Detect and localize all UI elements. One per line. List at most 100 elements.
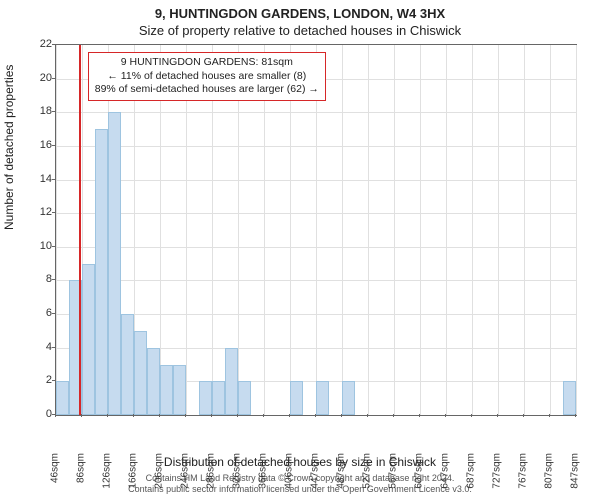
ytick-label: 12: [22, 206, 52, 218]
xtick-label: 767sqm: [518, 453, 529, 489]
xtick-mark: [393, 414, 394, 417]
gridline-v: [394, 45, 395, 415]
xtick-mark: [185, 414, 186, 417]
xtick-mark: [367, 414, 368, 417]
gridline-v: [420, 45, 421, 415]
y-axis-label: Number of detached properties: [2, 65, 16, 230]
histogram-bar: [108, 112, 121, 415]
histogram-bar: [290, 381, 303, 415]
chart-container: 9, HUNTINGDON GARDENS, LONDON, W4 3HX Si…: [0, 0, 600, 500]
xtick-mark: [419, 414, 420, 417]
xtick-mark: [497, 414, 498, 417]
gridline-v: [576, 45, 577, 415]
xtick-label: 807sqm: [544, 453, 555, 489]
xtick-label: 366sqm: [258, 453, 269, 489]
xtick-label: 406sqm: [284, 453, 295, 489]
gridline-v: [342, 45, 343, 415]
ytick-mark: [52, 246, 55, 247]
xtick-label: 286sqm: [206, 453, 217, 489]
footer-line2: Contains public sector information licen…: [0, 484, 600, 495]
annotation-line1: 9 HUNTINGDON GARDENS: 81sqm: [95, 56, 319, 70]
ytick-mark: [52, 313, 55, 314]
xtick-label: 126sqm: [102, 453, 113, 489]
gridline-v: [498, 45, 499, 415]
ytick-mark: [52, 279, 55, 280]
ytick-label: 14: [22, 173, 52, 185]
xtick-mark: [341, 414, 342, 417]
ytick-mark: [52, 44, 55, 45]
footer-line1: Contains HM Land Registry data © Crown c…: [0, 473, 600, 484]
ytick-label: 6: [22, 307, 52, 319]
ytick-label: 20: [22, 72, 52, 84]
xtick-mark: [575, 414, 576, 417]
histogram-bar: [160, 365, 173, 415]
gridline-v: [524, 45, 525, 415]
gridline-v: [56, 45, 57, 415]
xtick-mark: [211, 414, 212, 417]
footer-attribution: Contains HM Land Registry data © Crown c…: [0, 473, 600, 495]
xtick-label: 647sqm: [440, 453, 451, 489]
gridline-v: [550, 45, 551, 415]
xtick-label: 847sqm: [570, 453, 581, 489]
ytick-mark: [52, 347, 55, 348]
xtick-label: 527sqm: [362, 453, 373, 489]
xtick-mark: [315, 414, 316, 417]
histogram-bar: [147, 348, 160, 415]
ytick-mark: [52, 380, 55, 381]
xtick-label: 86sqm: [76, 453, 87, 483]
histogram-bar: [225, 348, 238, 415]
xtick-mark: [237, 414, 238, 417]
histogram-bar: [134, 331, 147, 415]
xtick-label: 487sqm: [336, 453, 347, 489]
histogram-bar: [342, 381, 355, 415]
ytick-mark: [52, 212, 55, 213]
xtick-label: 46sqm: [50, 453, 61, 483]
xtick-mark: [133, 414, 134, 417]
histogram-bar: [56, 381, 69, 415]
xtick-label: 447sqm: [310, 453, 321, 489]
xtick-label: 727sqm: [492, 453, 503, 489]
ytick-label: 16: [22, 139, 52, 151]
histogram-bar: [563, 381, 576, 415]
xtick-mark: [107, 414, 108, 417]
xtick-mark: [55, 414, 56, 417]
ytick-mark: [52, 179, 55, 180]
ytick-mark: [52, 78, 55, 79]
histogram-bar: [238, 381, 251, 415]
xtick-mark: [523, 414, 524, 417]
annotation-line3: 89% of semi-detached houses are larger (…: [95, 83, 319, 97]
ytick-label: 8: [22, 273, 52, 285]
ytick-label: 22: [22, 38, 52, 50]
histogram-bar: [121, 314, 134, 415]
gridline-v: [472, 45, 473, 415]
ytick-label: 18: [22, 105, 52, 117]
histogram-bar: [82, 264, 95, 415]
annotation-line2: ← 11% of detached houses are smaller (8): [95, 70, 319, 84]
chart-title-line2: Size of property relative to detached ho…: [0, 23, 600, 38]
ytick-label: 10: [22, 240, 52, 252]
histogram-bar: [199, 381, 212, 415]
xtick-mark: [549, 414, 550, 417]
xtick-mark: [471, 414, 472, 417]
xtick-label: 567sqm: [388, 453, 399, 489]
xtick-label: 687sqm: [466, 453, 477, 489]
chart-title-line1: 9, HUNTINGDON GARDENS, LONDON, W4 3HX: [0, 0, 600, 21]
xtick-label: 607sqm: [414, 453, 425, 489]
gridline-v: [368, 45, 369, 415]
xtick-label: 206sqm: [154, 453, 165, 489]
histogram-bar: [316, 381, 329, 415]
histogram-bar: [173, 365, 186, 415]
histogram-bar: [212, 381, 225, 415]
ytick-label: 0: [22, 408, 52, 420]
xtick-mark: [81, 414, 82, 417]
xtick-mark: [159, 414, 160, 417]
xtick-label: 166sqm: [128, 453, 139, 489]
xtick-mark: [263, 414, 264, 417]
xtick-mark: [289, 414, 290, 417]
xtick-mark: [445, 414, 446, 417]
histogram-bar: [95, 129, 108, 415]
gridline-v: [446, 45, 447, 415]
ytick-label: 2: [22, 374, 52, 386]
annotation-box: 9 HUNTINGDON GARDENS: 81sqm← 11% of deta…: [88, 52, 326, 101]
x-axis-label: Distribution of detached houses by size …: [0, 455, 600, 469]
